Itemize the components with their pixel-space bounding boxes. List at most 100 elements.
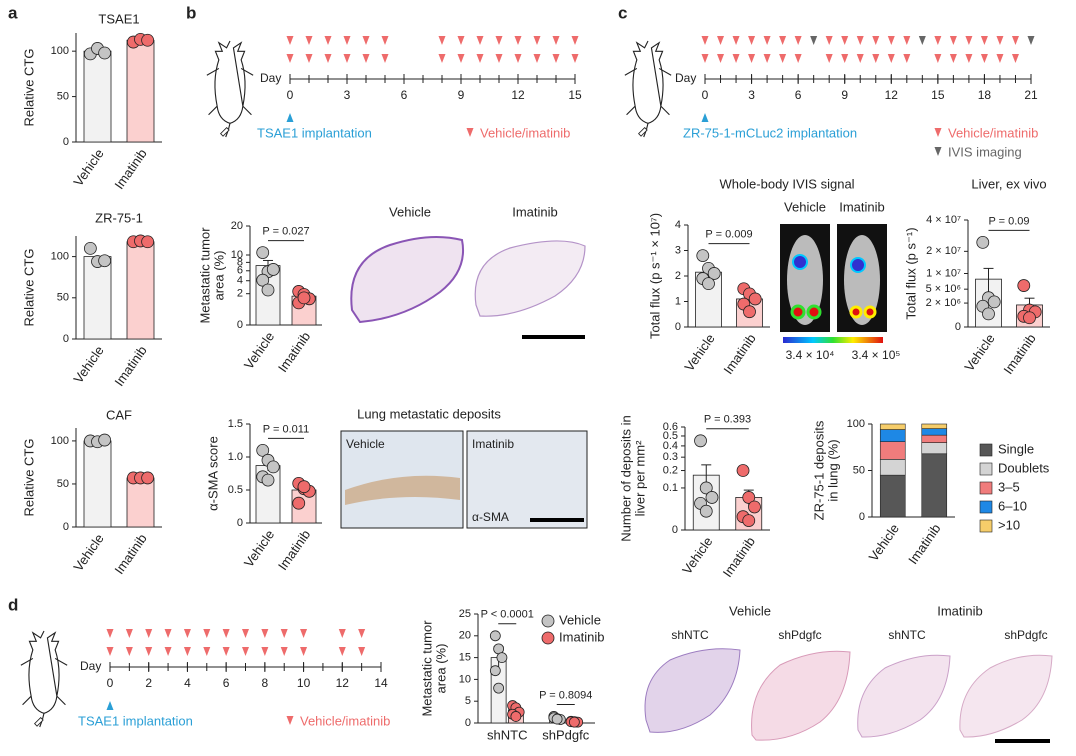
treatment-arrow	[381, 54, 389, 63]
chart-title: CAF	[106, 407, 132, 422]
legend-label: >10	[998, 517, 1020, 532]
y-axis-label: Relative CTG	[21, 48, 36, 126]
data-point	[256, 273, 270, 287]
x-tick-label: Imatinib	[905, 521, 943, 567]
y-tick-label: 0	[63, 521, 69, 533]
treatment-arrow	[183, 647, 191, 656]
panel-letter: b	[186, 3, 196, 22]
treatment-arrow	[794, 54, 802, 63]
treatment-arrow	[358, 647, 366, 656]
treatment-arrow	[779, 54, 787, 63]
image-label: Vehicle	[784, 199, 826, 214]
timeline-tick-label: 0	[287, 88, 294, 102]
tissue-image	[857, 654, 951, 738]
tissue-image	[644, 648, 741, 733]
x-tick-label: Vehicle	[961, 331, 997, 374]
treatment-arrow	[825, 54, 833, 63]
y-axis-label: area (%)	[433, 644, 448, 694]
y-tick-label: 0.5	[228, 484, 243, 496]
treatment-arrow	[338, 629, 346, 638]
mouse-icon	[20, 630, 68, 728]
legend-swatch	[979, 443, 993, 457]
treatment-arrow	[701, 54, 709, 63]
data-point	[297, 291, 311, 305]
y-tick-label: 0	[859, 511, 865, 523]
legend-label: Vehicle/imatinib	[948, 125, 1038, 140]
panel-letter: d	[8, 595, 18, 614]
imaging-arrow	[810, 36, 818, 45]
timeline-axis-label: Day	[260, 71, 281, 85]
y-tick-label: 100	[51, 45, 69, 57]
legend-arrow	[934, 128, 942, 137]
y-tick-label: 0	[237, 517, 243, 529]
timeline-tick-label: 6	[401, 88, 408, 102]
treatment-arrow	[300, 629, 308, 638]
treatment-arrow	[125, 647, 133, 656]
tissue-image	[350, 236, 464, 324]
y-axis-label: Metastatic tumor	[419, 620, 434, 717]
treatment-arrow	[286, 54, 294, 63]
ivis-signal	[790, 304, 806, 320]
treatment-arrow	[222, 647, 230, 656]
bar-segment	[921, 423, 948, 429]
image-label: Imatinib	[512, 204, 558, 219]
treatment-arrow	[476, 54, 484, 63]
implant-arrow	[106, 701, 114, 710]
y-tick-label: 1.5	[228, 418, 243, 430]
image-label: Vehicle	[346, 437, 385, 451]
data-point	[742, 491, 756, 504]
y-axis-label: area (%)	[211, 251, 226, 301]
p-value: P = 0.8094	[539, 689, 592, 701]
bar	[83, 256, 112, 340]
y-tick-label: 50	[57, 292, 69, 304]
treatment-arrow	[438, 36, 446, 45]
data-point	[694, 434, 707, 448]
y-tick-label: 8	[237, 256, 243, 268]
data-point	[510, 711, 522, 722]
y-tick-label: 0	[237, 319, 243, 331]
y-axis-label: Metastatic tumor	[197, 227, 212, 324]
bar-segment	[879, 441, 906, 460]
bar-segment	[921, 453, 948, 518]
legend-swatch	[979, 500, 993, 514]
treatment-arrow	[381, 36, 389, 45]
treatment-arrow	[514, 36, 522, 45]
timeline-tick-label: 12	[336, 676, 350, 690]
y-axis-label: Total flux (p s⁻¹ × 10⁷)	[647, 213, 662, 339]
treatment-arrow	[841, 54, 849, 63]
imaging-arrow	[1027, 36, 1035, 45]
y-tick-label: 0.1	[663, 482, 678, 494]
data-point	[98, 46, 112, 60]
y-tick-label: 0.5	[663, 430, 678, 442]
treatment-arrow	[934, 36, 942, 45]
y-axis-label: Relative CTG	[21, 438, 36, 516]
treatment-arrow	[965, 36, 973, 45]
data-point	[742, 514, 756, 527]
x-tick-label: Imatinib	[1000, 331, 1038, 377]
ihc-image	[466, 430, 588, 529]
y-tick-label: 3	[675, 244, 681, 256]
treatment-arrow	[362, 36, 370, 45]
treatment-arrow	[514, 54, 522, 63]
x-tick-label: Vehicle	[70, 343, 106, 386]
y-tick-label: 100	[847, 418, 865, 430]
treatment-arrow	[965, 54, 973, 63]
ivis-mouse	[844, 235, 880, 325]
image-label: shPdgfc	[1004, 628, 1047, 642]
tissue-image	[751, 650, 851, 741]
legend-marker	[541, 614, 555, 628]
timeline-tick-label: 15	[931, 88, 945, 102]
data-point	[748, 292, 762, 306]
treatment-arrow	[305, 36, 313, 45]
data-point	[1023, 311, 1036, 325]
ihc-stain	[345, 475, 460, 505]
y-tick-label: 2	[675, 270, 681, 282]
y-tick-label: 2 × 10⁷	[926, 245, 961, 257]
treatment-arrow	[203, 629, 211, 638]
y-axis-label: Relative CTG	[21, 248, 36, 326]
treatment-arrow	[996, 54, 1004, 63]
x-tick-label: Vehicle	[866, 521, 902, 564]
treatment-arrow	[106, 629, 114, 638]
treatment-arrow	[362, 54, 370, 63]
image-group-label: Imatinib	[937, 603, 983, 618]
